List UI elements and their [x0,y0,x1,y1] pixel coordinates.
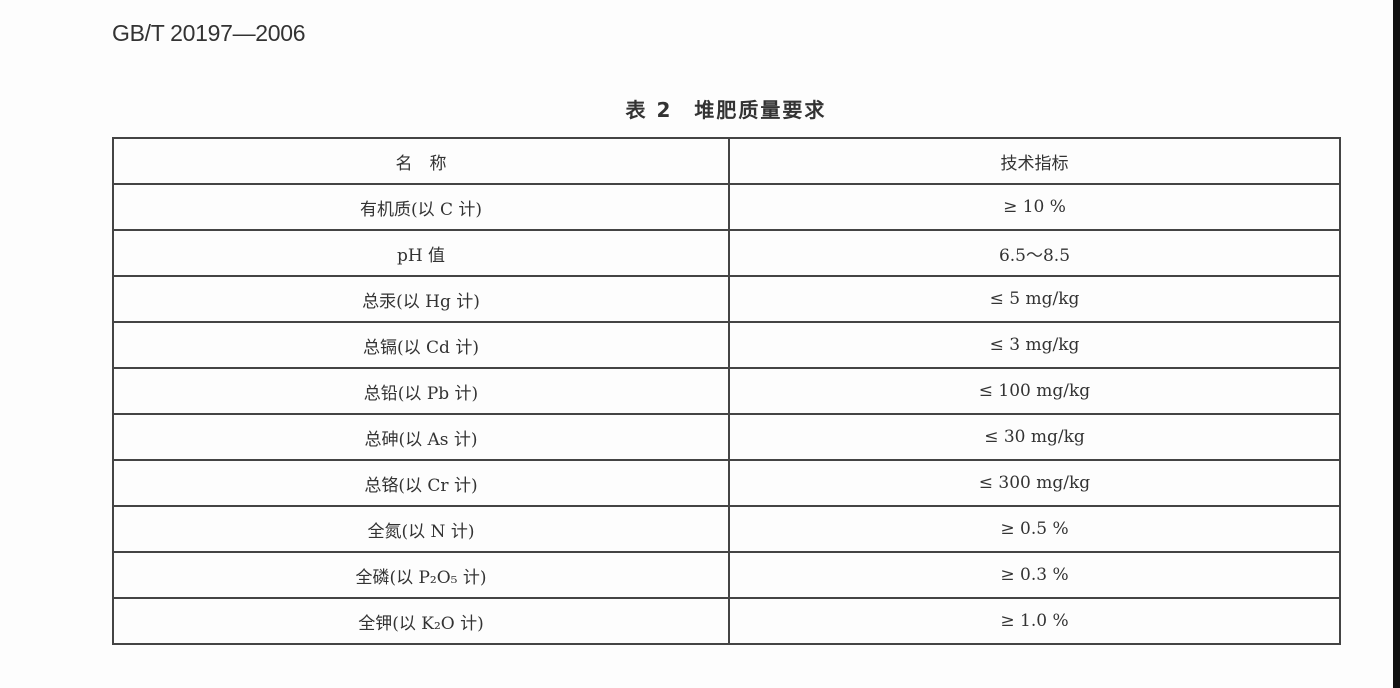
table-row: pH 值 6.5～8.5 [112,229,1341,277]
header-indicator: 技术指标 [728,137,1341,185]
table-row: 总汞(以 Hg 计) ≤ 5 mg/kg [112,275,1341,323]
item-name: 全磷(以 P₂O₅ 计) [112,551,730,599]
item-name: 有机质(以 C 计) [112,183,730,231]
compost-quality-table: 名 称 技术指标 有机质(以 C 计) ≥ 10 % pH 值 6.5～8.5 总汞(以… [112,137,1341,645]
table-row: 总铬(以 Cr 计) ≤ 300 mg/kg [112,459,1341,507]
item-value: ≤ 100 mg/kg [728,367,1341,415]
table-row: 全氮(以 N 计) ≥ 0.5 % [112,505,1341,553]
table-row: 全磷(以 P₂O₅ 计) ≥ 0.3 % [112,551,1341,599]
item-name: pH 值 [112,229,730,277]
item-value: 6.5～8.5 [728,229,1341,277]
table-header-row: 名 称 技术指标 [112,137,1341,185]
item-value: ≤ 5 mg/kg [728,275,1341,323]
item-name: 总汞(以 Hg 计) [112,275,730,323]
item-value: ≥ 10 % [728,183,1341,231]
window-edge [1393,0,1400,688]
table-row: 总铅(以 Pb 计) ≤ 100 mg/kg [112,367,1341,415]
item-value: ≥ 0.3 % [728,551,1341,599]
item-name: 总镉(以 Cd 计) [112,321,730,369]
item-name: 总铬(以 Cr 计) [112,459,730,507]
item-name: 总铅(以 Pb 计) [112,367,730,415]
table-row: 有机质(以 C 计) ≥ 10 % [112,183,1341,231]
item-value: ≥ 0.5 % [728,505,1341,553]
item-value: ≤ 30 mg/kg [728,413,1341,461]
header-name: 名 称 [112,137,730,185]
table-row: 全钾(以 K₂O 计) ≥ 1.0 % [112,597,1341,645]
item-name: 全氮(以 N 计) [112,505,730,553]
table-caption: 表 2 堆肥质量要求 [625,98,827,122]
item-name: 总砷(以 As 计) [112,413,730,461]
table-row: 总镉(以 Cd 计) ≤ 3 mg/kg [112,321,1341,369]
item-name: 全钾(以 K₂O 计) [112,597,730,645]
standard-id: GB/T 20197—2006 [112,20,306,46]
table-row: 总砷(以 As 计) ≤ 30 mg/kg [112,413,1341,461]
item-value: ≤ 300 mg/kg [728,459,1341,507]
item-value: ≤ 3 mg/kg [728,321,1341,369]
item-value: ≥ 1.0 % [728,597,1341,645]
